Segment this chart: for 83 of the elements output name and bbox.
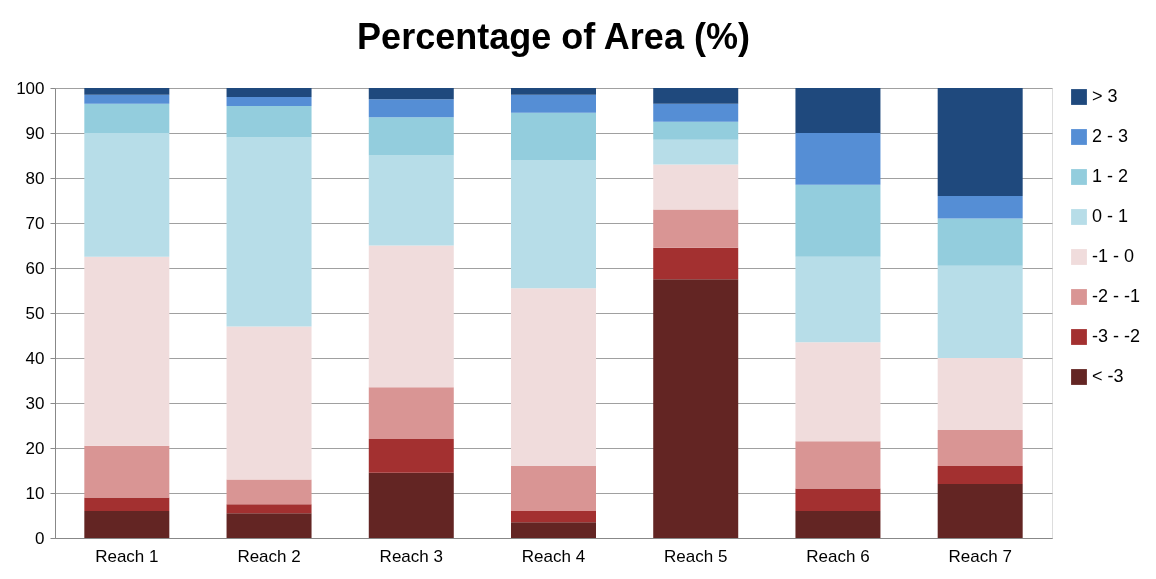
bar xyxy=(795,511,881,538)
bar xyxy=(653,121,739,140)
bar xyxy=(937,466,1023,484)
x-tick-label: Reach 5 xyxy=(664,546,728,566)
bar xyxy=(368,155,454,246)
bar xyxy=(226,106,312,138)
y-tick-label: 70 xyxy=(25,213,45,233)
bar xyxy=(937,358,1023,430)
legend-label: > 3 xyxy=(1092,86,1118,106)
legend-label: 1 - 2 xyxy=(1092,166,1129,186)
bar xyxy=(795,184,881,257)
y-tick-label: 20 xyxy=(25,438,45,458)
bar xyxy=(84,256,170,446)
bar xyxy=(511,94,596,113)
bar xyxy=(84,133,170,257)
bar xyxy=(795,256,881,343)
bar xyxy=(511,522,596,538)
bar xyxy=(84,445,170,498)
x-tick-label: Reach 1 xyxy=(95,546,159,566)
y-tick-label: 80 xyxy=(25,168,45,188)
bar xyxy=(368,472,454,538)
x-tick-label: Reach 2 xyxy=(237,546,301,566)
bar xyxy=(368,245,454,388)
y-tick-label: 50 xyxy=(25,303,45,323)
bar xyxy=(511,288,596,466)
bar xyxy=(795,441,881,489)
bar xyxy=(937,218,1023,266)
bar xyxy=(937,88,1023,196)
bar xyxy=(937,196,1023,219)
y-tick-label: 100 xyxy=(16,78,45,98)
legend-label: 0 - 1 xyxy=(1092,206,1129,226)
legend-label: 2 - 3 xyxy=(1092,126,1129,146)
bar xyxy=(511,88,596,95)
bar xyxy=(84,103,170,133)
y-tick-label: 40 xyxy=(25,348,45,368)
bar xyxy=(653,209,739,248)
chart-title: Percentage of Area (%) xyxy=(357,16,750,57)
bar xyxy=(84,497,170,511)
bar xyxy=(226,97,312,106)
bar xyxy=(226,137,312,327)
bar xyxy=(511,160,596,289)
bar xyxy=(795,88,881,133)
bar xyxy=(653,279,739,538)
bar xyxy=(511,112,596,160)
bar xyxy=(84,511,170,538)
bar xyxy=(368,88,454,100)
bar xyxy=(795,342,881,442)
x-tick-label: Reach 4 xyxy=(521,546,586,566)
bar xyxy=(937,265,1023,358)
bar xyxy=(226,326,312,480)
bar xyxy=(368,117,454,156)
y-tick-label: 90 xyxy=(25,123,45,143)
bar xyxy=(226,504,312,514)
bar xyxy=(84,88,170,95)
y-tick-label: 0 xyxy=(35,528,45,548)
y-tick-label: 30 xyxy=(25,393,45,413)
bar xyxy=(226,513,312,538)
y-tick-label: 10 xyxy=(25,483,45,503)
bar xyxy=(226,479,312,505)
bar xyxy=(937,484,1023,538)
bar xyxy=(511,511,596,523)
legend-label: < -3 xyxy=(1092,366,1124,386)
bar xyxy=(653,164,739,210)
bar xyxy=(937,430,1023,466)
bar xyxy=(653,247,739,280)
bar xyxy=(511,466,596,511)
x-tick-label: Reach 7 xyxy=(948,546,1012,566)
bar xyxy=(653,139,739,165)
bar xyxy=(84,94,170,104)
bar xyxy=(368,439,454,473)
legend-label: -3 - -2 xyxy=(1092,326,1141,346)
bar xyxy=(368,99,454,118)
bar xyxy=(795,488,881,511)
x-tick-label: Reach 3 xyxy=(379,546,443,566)
bar xyxy=(368,387,454,439)
y-tick-label: 60 xyxy=(25,258,45,278)
bar xyxy=(795,133,881,185)
legend-label: -1 - 0 xyxy=(1092,246,1135,266)
x-tick-label: Reach 6 xyxy=(806,546,870,566)
bar xyxy=(653,88,739,104)
bar xyxy=(653,103,739,122)
bar xyxy=(226,88,312,97)
legend-label: -2 - -1 xyxy=(1092,286,1141,306)
